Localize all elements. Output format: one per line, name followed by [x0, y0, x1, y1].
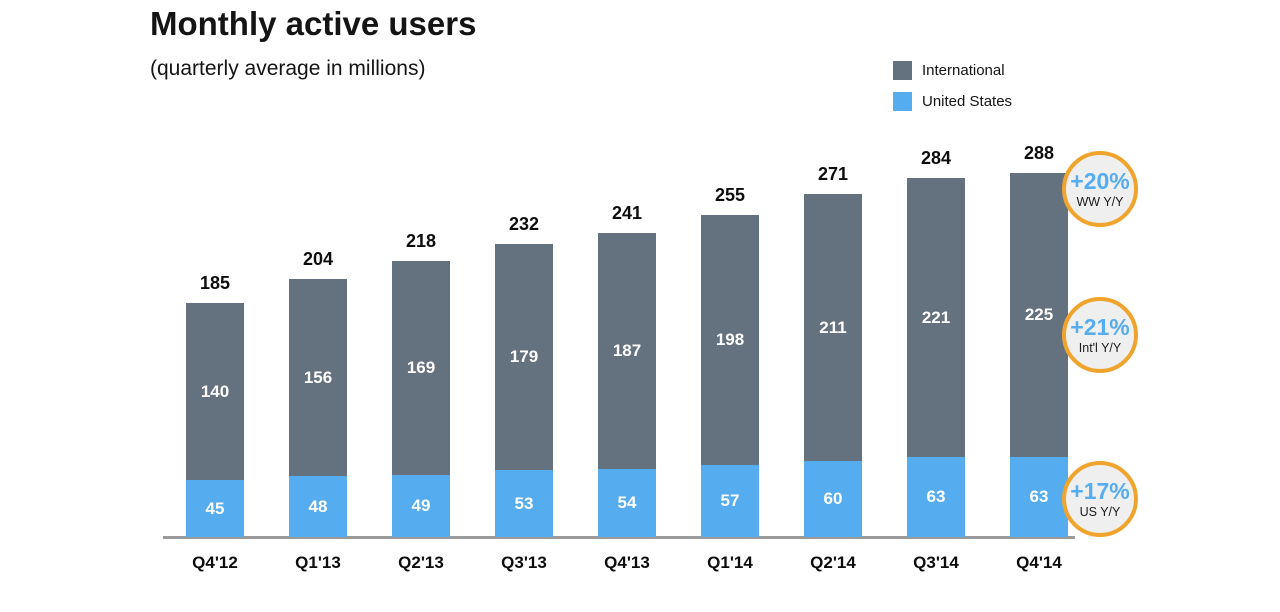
bar-group: 255 198 57 Q1'14 [701, 185, 759, 572]
segment-value-label: 63 [1029, 487, 1049, 506]
x-axis-label: Q3'13 [501, 553, 547, 572]
segment-united-states: 45 [186, 480, 244, 537]
segment-value-label: 225 [1024, 305, 1054, 324]
bar-group: 204 156 48 Q1'13 [289, 249, 347, 572]
segment-value-label: 169 [406, 358, 436, 377]
legend-item-international: International [893, 60, 1012, 80]
total-value-label: 218 [405, 231, 437, 251]
badge-ww-growth: +20% WW Y/Y [1062, 151, 1138, 227]
segment-international: 179 [495, 244, 553, 470]
segment-value-label: 63 [926, 487, 946, 506]
x-axis-label: Q1'14 [707, 553, 753, 572]
segment-value-label: 53 [514, 493, 534, 513]
segment-international: 169 [392, 261, 450, 475]
total-value-label: 255 [714, 185, 746, 205]
segment-united-states: 57 [701, 465, 759, 537]
bar-group: 241 187 54 Q4'13 [598, 203, 656, 572]
segment-international: 140 [186, 303, 244, 480]
x-axis-label: Q1'13 [295, 553, 341, 572]
legend-item-united-states: United States [893, 91, 1012, 111]
segment-value-label: 48 [308, 496, 328, 516]
segment-international: 156 [289, 279, 347, 476]
page-title: Monthly active users [150, 5, 477, 42]
international-swatch [893, 60, 912, 80]
legend-label-united-states: United States [922, 92, 1013, 110]
segment-united-states: 53 [495, 470, 553, 537]
segment-international: 187 [598, 233, 656, 469]
bar-group: 218 169 49 Q2'13 [392, 231, 450, 572]
segment-value-label: 211 [819, 317, 847, 337]
segment-international: 225 [1010, 173, 1068, 457]
segment-value-label: 198 [715, 330, 745, 349]
total-value-label: 271 [817, 164, 849, 184]
bar-group: 271 211 60 Q2'14 [804, 164, 862, 572]
segment-value-label: 179 [509, 347, 539, 366]
segment-value-label: 187 [612, 341, 642, 360]
badge-us-value: +17% [1070, 477, 1130, 504]
segment-international: 211 [804, 194, 862, 461]
x-axis-line [163, 536, 1075, 539]
segment-value-label: 156 [303, 367, 333, 387]
united-states-swatch [893, 91, 912, 111]
total-value-label: 204 [302, 249, 334, 269]
badge-us-label: US Y/Y [1079, 504, 1121, 519]
badge-intl-label: Int'l Y/Y [1078, 340, 1122, 355]
badge-ww-label: WW Y/Y [1076, 194, 1124, 209]
total-value-label: 232 [508, 214, 540, 234]
segment-united-states: 48 [289, 476, 347, 537]
bar-group: 284 221 63 Q3'14 [907, 148, 965, 572]
total-value-label: 288 [1023, 143, 1055, 163]
x-axis-label: Q2'13 [398, 553, 444, 572]
segment-united-states: 60 [804, 461, 862, 537]
total-value-label: 284 [920, 148, 952, 168]
total-value-label: 185 [199, 273, 231, 293]
total-value-label: 241 [611, 203, 643, 223]
segment-united-states: 63 [1010, 457, 1068, 537]
bar-group: 288 225 63 Q4'14 [1010, 143, 1068, 572]
x-axis-label: Q4'13 [604, 553, 650, 572]
badge-intl-growth: +21% Int'l Y/Y [1062, 297, 1138, 373]
legend: International United States [893, 60, 1012, 122]
segment-united-states: 54 [598, 469, 656, 537]
segment-international: 198 [701, 215, 759, 465]
badge-ww-value: +20% [1070, 167, 1130, 194]
segment-value-label: 49 [411, 496, 431, 515]
segment-value-label: 45 [205, 498, 225, 518]
page-subtitle: (quarterly average in millions) [150, 57, 426, 80]
segment-value-label: 54 [617, 493, 637, 512]
segment-value-label: 60 [823, 489, 843, 508]
badge-intl-value: +21% [1070, 313, 1130, 340]
segment-united-states: 49 [392, 475, 450, 537]
segment-value-label: 57 [720, 491, 740, 510]
x-axis-label: Q4'12 [192, 553, 238, 572]
segment-international: 221 [907, 178, 965, 457]
x-axis-label: Q4'14 [1016, 553, 1062, 572]
segment-united-states: 63 [907, 457, 965, 537]
segment-value-label: 140 [200, 381, 230, 401]
badge-us-growth: +17% US Y/Y [1062, 461, 1138, 537]
x-axis-label: Q3'14 [913, 553, 959, 572]
bar-group: 185 140 45 Q4'12 [186, 273, 244, 572]
bar-group: 232 179 53 Q3'13 [495, 214, 553, 572]
legend-label-international: International [922, 61, 1005, 79]
x-axis-label: Q2'14 [810, 553, 856, 572]
segment-value-label: 221 [921, 307, 951, 327]
